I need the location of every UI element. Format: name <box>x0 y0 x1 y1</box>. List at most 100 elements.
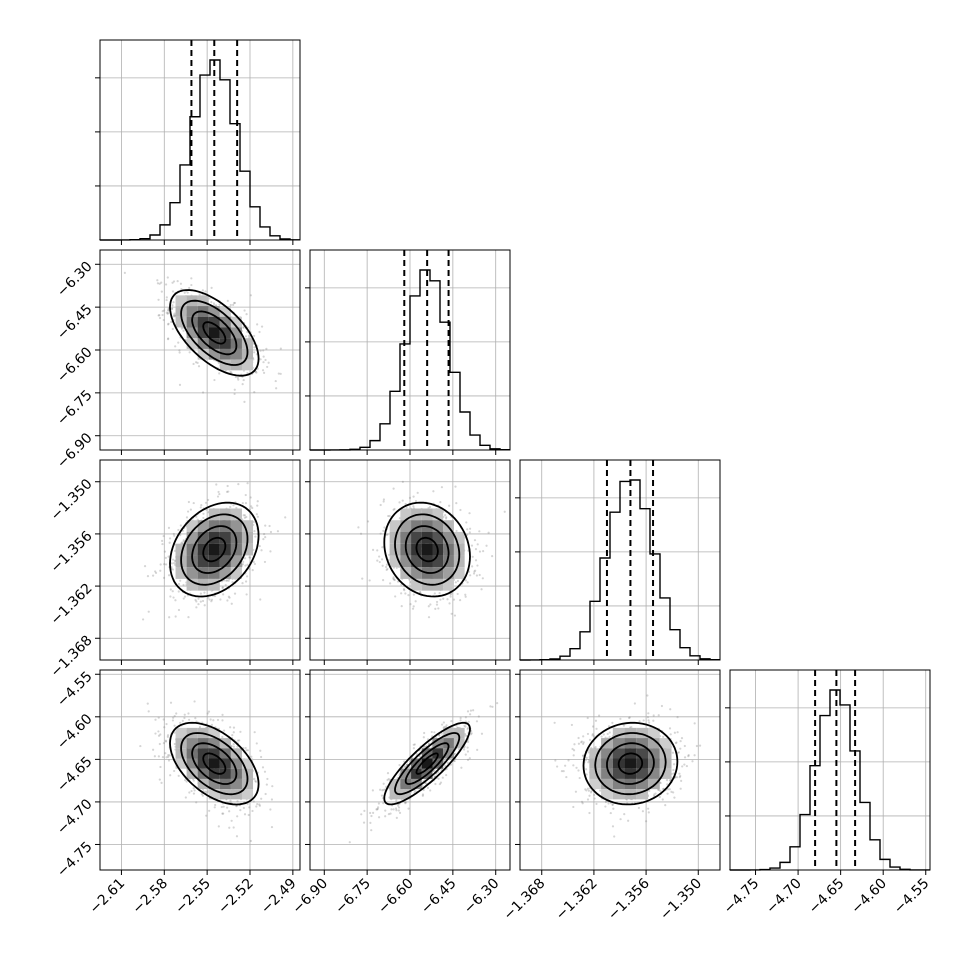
sample-point <box>248 806 251 809</box>
sample-point <box>166 311 170 315</box>
sample-point <box>208 809 211 812</box>
sample-point <box>172 301 175 304</box>
sample-point <box>251 809 254 813</box>
sample-point <box>251 506 254 510</box>
sample-point <box>604 805 607 808</box>
sample-point <box>404 801 407 804</box>
sample-point <box>160 781 163 785</box>
sample-point <box>244 335 248 338</box>
panel-3-1: −6.90 −6.75 −6.60 −6.45 −6.30 <box>289 669 511 918</box>
sample-point <box>160 539 164 542</box>
sample-point <box>453 759 456 763</box>
sample-point <box>255 805 258 808</box>
sample-point <box>229 370 232 374</box>
sample-point <box>183 716 186 720</box>
sample-point <box>233 392 236 396</box>
sample-point <box>237 482 240 486</box>
sample-point <box>434 782 437 786</box>
sample-point <box>231 734 234 737</box>
sample-point <box>161 542 164 546</box>
sample-point <box>179 721 182 724</box>
sample-point <box>478 530 481 533</box>
sample-point <box>226 599 229 602</box>
sample-point <box>166 337 170 341</box>
sample-point <box>381 546 384 549</box>
sample-point <box>260 325 264 328</box>
sample-point <box>474 548 478 551</box>
sample-point <box>236 376 239 380</box>
sample-point <box>262 537 265 541</box>
sample-point <box>255 513 258 516</box>
sample-point <box>153 755 156 758</box>
sample-point <box>269 808 272 811</box>
sample-point <box>469 713 472 716</box>
panel-1-0: −6.90−6.75−6.60−6.45−6.30 <box>54 249 301 472</box>
sample-point <box>647 719 650 722</box>
sample-point <box>267 361 270 364</box>
sample-point <box>174 345 177 348</box>
sample-point <box>241 383 244 386</box>
sample-point <box>210 301 213 304</box>
sample-point <box>256 500 259 503</box>
sample-point <box>164 283 168 286</box>
density-cell <box>421 543 433 556</box>
sample-point <box>248 556 251 559</box>
sample-point <box>192 787 195 790</box>
sample-point <box>183 713 186 716</box>
sample-point <box>167 309 170 312</box>
sample-point <box>427 605 430 608</box>
sample-point <box>400 592 403 595</box>
sample-point <box>377 816 381 819</box>
sample-point <box>371 789 374 792</box>
sample-point <box>158 314 161 317</box>
sample-point <box>173 769 176 773</box>
sample-point <box>207 498 210 502</box>
sample-point <box>218 492 221 496</box>
sample-point <box>232 504 235 507</box>
sample-point <box>230 371 233 374</box>
sample-point <box>208 598 211 601</box>
sample-point <box>158 316 162 320</box>
sample-point <box>385 563 389 566</box>
sample-point <box>177 528 180 532</box>
sample-point <box>463 724 466 727</box>
sample-point <box>189 508 192 511</box>
sample-point <box>386 778 389 782</box>
sample-point <box>262 355 265 358</box>
sample-point <box>206 712 209 715</box>
sample-point <box>458 599 462 602</box>
sample-point <box>186 510 190 513</box>
sample-point <box>246 372 249 375</box>
x-tick-label: −2.58 <box>129 876 171 918</box>
sample-point <box>371 548 375 551</box>
sample-point <box>380 794 384 797</box>
sample-point <box>412 505 415 508</box>
sample-point <box>481 577 484 580</box>
sample-point <box>262 361 265 364</box>
sample-point <box>161 756 165 759</box>
sample-point <box>221 713 224 716</box>
sample-point <box>361 577 364 580</box>
sample-point <box>196 361 199 365</box>
sample-point <box>203 604 206 607</box>
sample-point <box>474 559 478 562</box>
sample-point <box>376 549 379 552</box>
sample-point <box>263 770 267 773</box>
sample-point <box>178 383 182 386</box>
sample-point <box>171 290 175 293</box>
sample-point <box>217 490 220 494</box>
sample-point <box>388 514 391 518</box>
sample-point <box>230 819 233 822</box>
sample-point <box>470 732 473 735</box>
sample-point <box>227 490 230 493</box>
x-tick-label: −6.75 <box>332 876 374 918</box>
sample-point <box>466 727 469 731</box>
sample-point <box>384 815 387 818</box>
sample-point <box>242 514 245 517</box>
sample-point <box>368 579 371 582</box>
sample-point <box>464 595 467 598</box>
sample-point <box>158 742 161 746</box>
sample-point <box>392 576 395 579</box>
sample-point <box>602 733 605 736</box>
sample-point <box>220 805 223 809</box>
